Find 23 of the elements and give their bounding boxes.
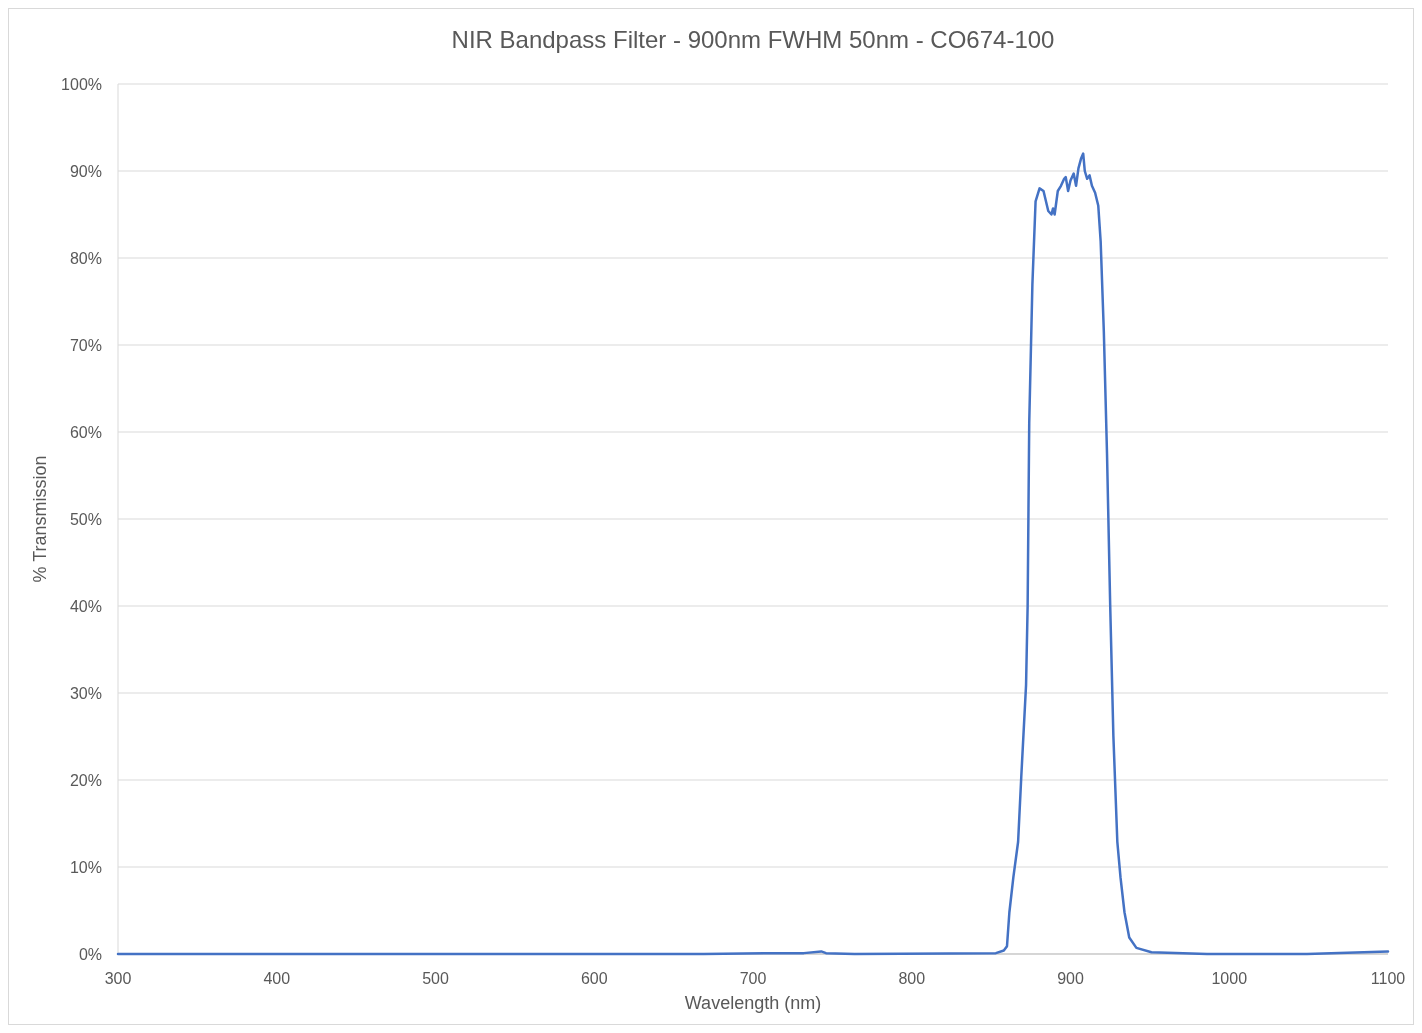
y-tick-label: 100%: [61, 75, 102, 93]
y-tick-label: 80%: [69, 249, 102, 267]
y-tick-label: 30%: [69, 684, 102, 702]
x-tick-label: 1100: [1370, 970, 1406, 987]
y-axis-title: % Transmission: [30, 455, 50, 583]
x-tick-label: 900: [1057, 970, 1084, 987]
y-tick-label: 20%: [69, 771, 102, 789]
y-tick-label: 70%: [69, 336, 102, 354]
x-tick-label: 700: [739, 970, 767, 987]
y-tick-label: 10%: [69, 858, 102, 876]
x-tick-label: 300: [104, 970, 132, 987]
y-tick-label: 60%: [69, 423, 102, 441]
x-tick-label: 600: [580, 970, 608, 987]
x-tick-label: 1000: [1211, 970, 1248, 987]
x-tick-label: 400: [263, 970, 291, 987]
chart-title: NIR Bandpass Filter - 900nm FWHM 50nm - CO674-100: [451, 26, 1055, 53]
x-tick-label: 500: [422, 970, 449, 987]
y-tick-label: 0%: [78, 945, 102, 963]
y-tick-label: 40%: [69, 597, 102, 615]
x-tick-label: 800: [898, 970, 926, 987]
x-axis-title: Wavelength (nm): [684, 993, 822, 1013]
y-tick-label: 50%: [69, 510, 102, 528]
y-tick-label: 90%: [69, 162, 102, 180]
